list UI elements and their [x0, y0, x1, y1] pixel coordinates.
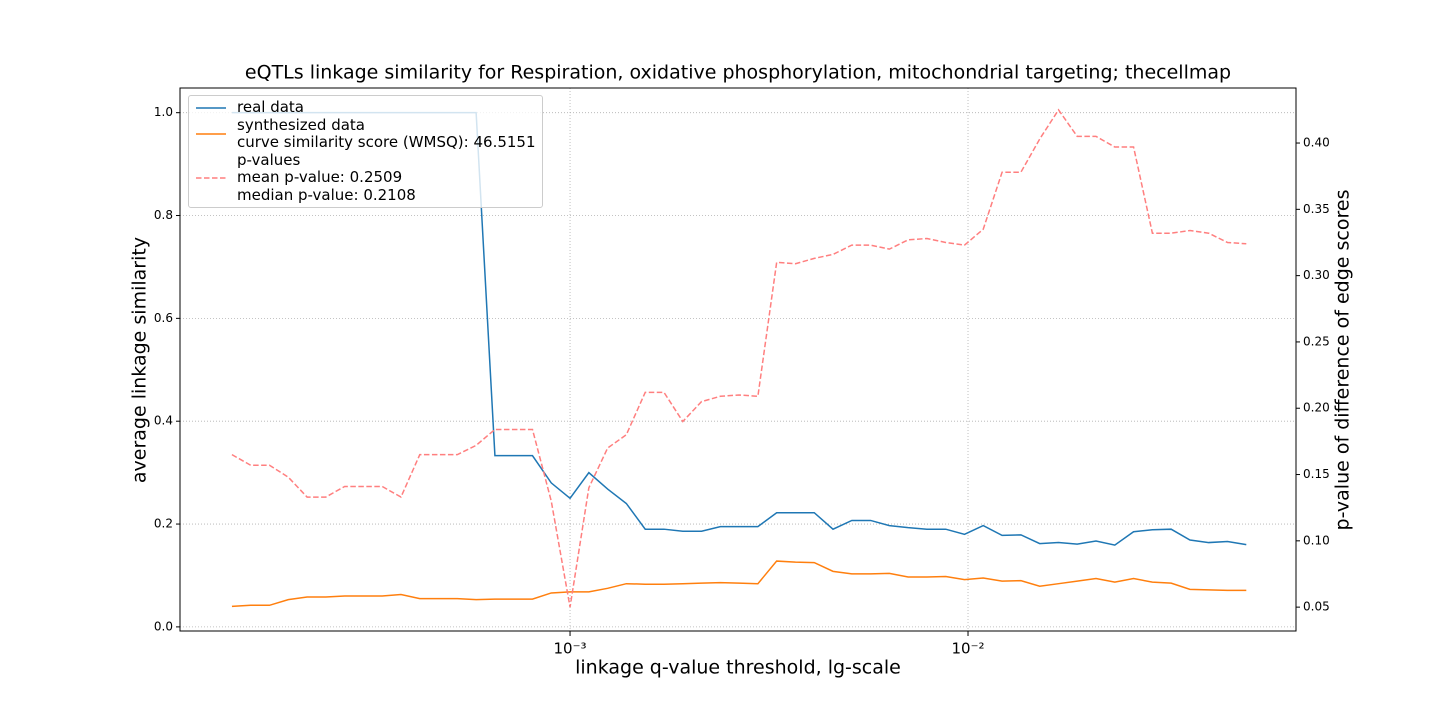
y-tick-label: 0.4: [154, 414, 173, 428]
legend-swatch: [196, 107, 226, 109]
y2-axis-label: p-value of difference of edge scores: [1332, 190, 1354, 531]
chart-title: eQTLs linkage similarity for Respiration…: [245, 62, 1231, 84]
x-tick-label: 10⁻³: [554, 640, 587, 658]
y2-tick-label: 0.35: [1303, 202, 1330, 216]
y-tick-label: 1.0: [154, 105, 173, 119]
legend-swatch: [196, 177, 226, 179]
y2-tick-label: 0.05: [1303, 600, 1330, 614]
line-series: [231, 108, 1247, 608]
y2-tick-label: 0.25: [1303, 334, 1330, 348]
y-tick-label: 0.0: [154, 619, 173, 633]
legend-label: real data: [237, 98, 304, 116]
y2-tick-label: 0.40: [1303, 136, 1330, 150]
y2-tick-label: 0.30: [1303, 268, 1330, 282]
y-tick-label: 0.6: [154, 311, 173, 325]
legend-entry: synthesized data curve similarity score …: [195, 115, 536, 152]
y2-tick-label: 0.10: [1303, 533, 1330, 547]
plot-frame: [179, 87, 1297, 632]
legend-swatch: [196, 133, 226, 135]
legend-label: synthesized data curve similarity score …: [237, 115, 536, 151]
y-axis-label: average linkage similarity: [129, 237, 151, 483]
y2-tick-label: 0.20: [1303, 401, 1330, 415]
x-axis-label: linkage q-value threshold, lg-scale: [575, 657, 901, 679]
y-tick-label: 0.2: [154, 517, 173, 531]
legend: real data synthesized data curve similari…: [188, 95, 543, 208]
legend-label: p-values mean p-value: 0.2509 median p-v…: [237, 150, 416, 204]
line-series: [231, 560, 1247, 608]
x-tick-label: 10⁻²: [952, 640, 985, 658]
y-tick-label: 0.8: [154, 208, 173, 222]
y2-tick-label: 0.15: [1303, 467, 1330, 481]
legend-entry: p-values mean p-value: 0.2509 median p-v…: [195, 150, 536, 205]
legend-entry: real data: [195, 98, 536, 117]
